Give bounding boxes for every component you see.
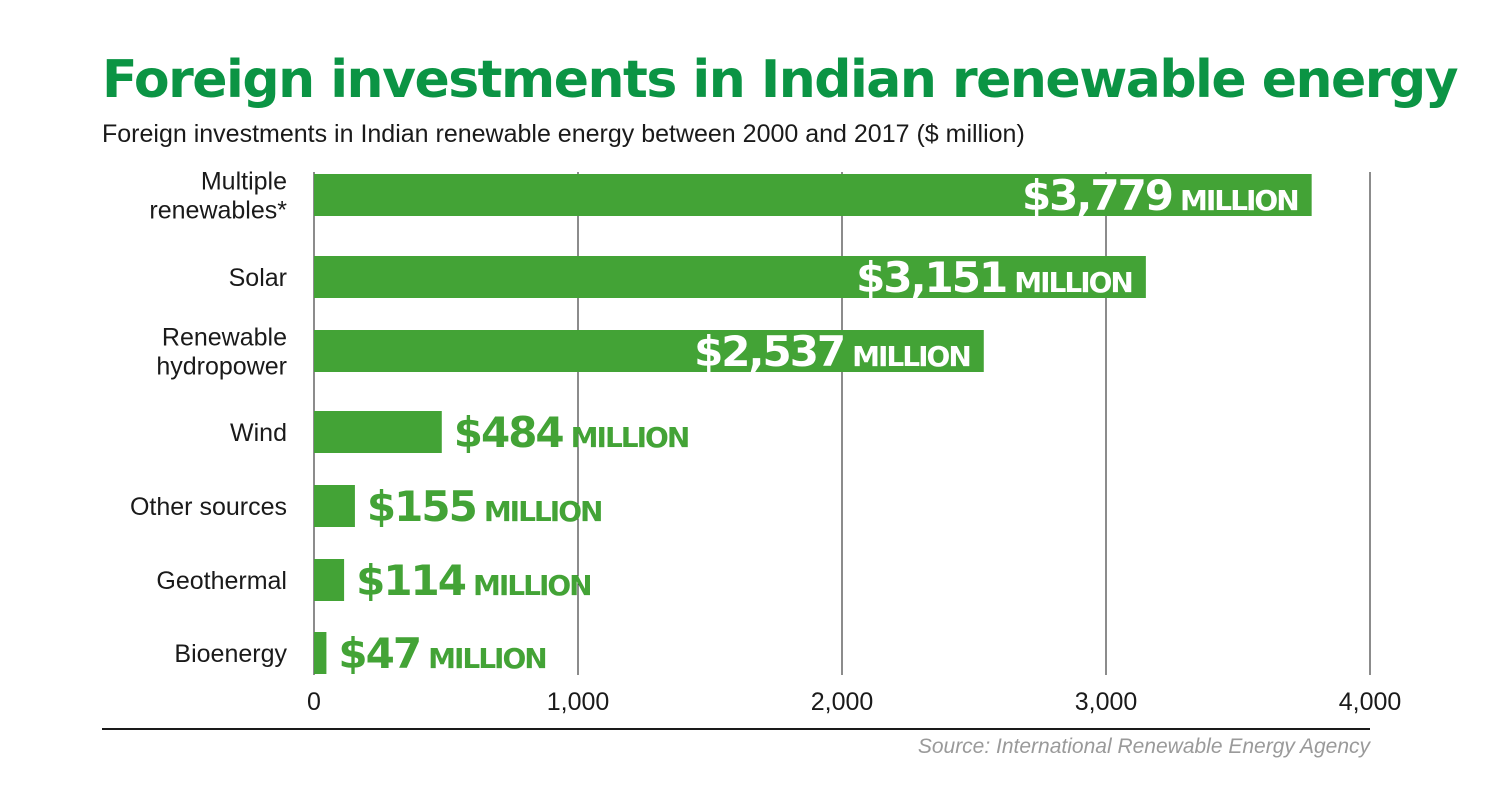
value-label: $2,537 MILLION <box>694 327 970 376</box>
x-tick-label: 3,000 <box>1075 688 1138 716</box>
bar <box>314 632 327 674</box>
bar <box>314 411 442 453</box>
category-label: Bioenergy <box>174 640 287 668</box>
category-label: Renewable <box>162 324 287 352</box>
value-label: $114 MILLION <box>356 556 591 605</box>
chart-subtitle: Foreign investments in Indian renewable … <box>102 120 1025 148</box>
value-label: $3,151 MILLION <box>856 253 1132 302</box>
category-label: Multiple <box>201 168 287 196</box>
x-tick-label: 2,000 <box>811 688 874 716</box>
category-label: Other sources <box>130 493 287 521</box>
x-tick-label: 0 <box>307 688 321 716</box>
bar <box>314 330 984 372</box>
x-tick-label: 1,000 <box>547 688 610 716</box>
value-label: $484 MILLION <box>454 408 689 457</box>
category-label: Solar <box>229 264 287 292</box>
bar <box>314 559 345 601</box>
category-label: Geothermal <box>156 567 287 595</box>
category-label: renewables* <box>149 197 287 225</box>
category-label: hydropower <box>156 353 287 381</box>
value-label: $3,779 MILLION <box>1022 171 1298 220</box>
value-label: $155 MILLION <box>367 482 602 531</box>
bar <box>314 256 1146 298</box>
chart-title: Foreign investments in Indian renewable … <box>102 50 1459 110</box>
value-label: $47 MILLION <box>338 629 545 678</box>
source-note: Source: International Renewable Energy A… <box>917 735 1370 758</box>
bar <box>314 174 1312 216</box>
x-tick-label: 4,000 <box>1339 688 1402 716</box>
category-label: Wind <box>230 419 287 447</box>
bar <box>314 485 355 527</box>
